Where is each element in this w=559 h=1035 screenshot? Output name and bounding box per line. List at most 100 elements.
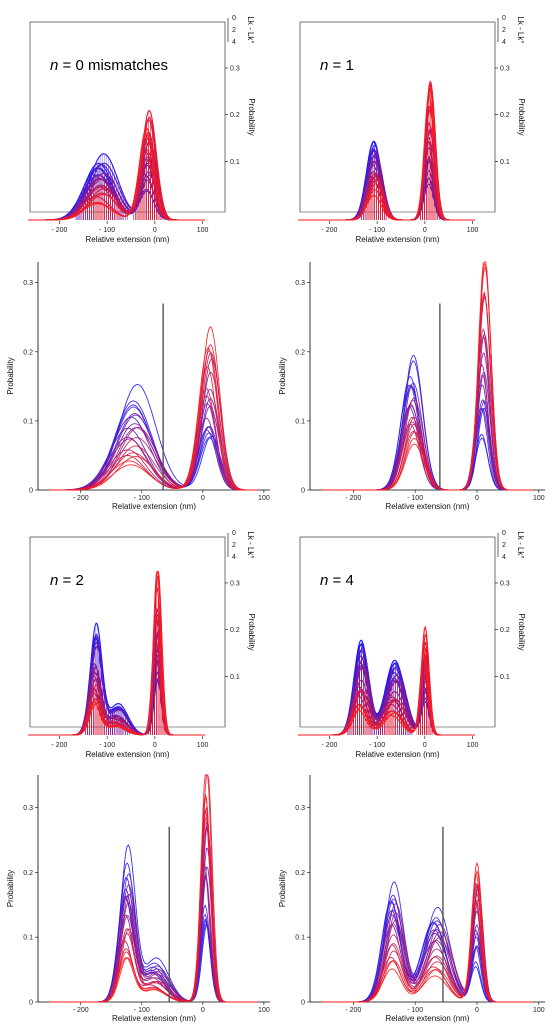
x-tick-label: 100 [258,1007,270,1014]
chart-panel-3d: - 200 - 100 0 100 Relative extension (nm) 0.1… [298,15,526,244]
x-tick-label: - 100 [407,1007,423,1014]
box-back [29,21,226,213]
y-tick-label: 0.2 [23,870,33,877]
series-line [28,118,205,221]
z-tick-label: 2 [232,27,236,34]
x-tick-label: - 100 [99,227,115,234]
y-tick-label: 0.1 [295,418,305,425]
y-tick-label: 0.3 [500,580,510,587]
x-tick-label: 0 [475,495,479,502]
series-line [28,150,205,221]
z-axis-label: Lk - Lk° [516,531,525,558]
panel-title: n = 0 mismatches [50,57,168,74]
title-text: = 4 [328,572,353,589]
title-variable: n [320,57,328,74]
series-line [50,897,258,1003]
series-line [298,663,475,736]
series-line [322,892,533,1003]
y-tick-label: 0.1 [230,674,240,681]
y-tick-label: 0 [301,1000,305,1007]
x-tick-label: 0 [153,742,157,749]
x-tick-label: 100 [258,495,270,502]
y-tick-label: 0.3 [500,65,510,72]
y-tick-label: 0 [29,1000,33,1007]
y-tick-label: 0.3 [295,280,305,287]
series-line [28,635,205,736]
z-tick-label: 0 [232,15,236,22]
series-line [28,614,205,736]
title-variable: n [50,57,58,74]
y-axis-label: Probability [517,613,526,650]
x-tick-label: 0 [201,1007,205,1014]
y-axis-label: Probability [278,357,287,394]
chart-panel-2d: - 200 - 100 0 100 0 0.1 0.2 0.3 Relative extensi… [278,261,545,511]
series-line [50,821,258,1003]
series-line [322,296,533,491]
x-tick-label: 0 [201,495,205,502]
series-line [322,910,533,1003]
x-tick-label: - 100 [369,742,385,749]
z-tick-label: 0 [502,15,506,22]
z-tick-label: 2 [502,27,506,34]
y-tick-label: 0.1 [23,418,33,425]
z-tick-label: 4 [232,554,236,561]
chart-panel-2d: - 200 - 100 0 100 0 0.1 0.2 0.3 Relative extensi… [278,775,545,1023]
chart-panel-3d: - 200 - 100 0 100 Relative extension (nm) 0.1… [28,530,256,759]
x-tick-label: 0 [475,1007,479,1014]
y-axis-label: Probability [247,98,256,135]
y-axis-label: Probability [517,98,526,135]
series-line [50,774,258,1003]
y-tick-label: 0.2 [230,627,240,634]
y-tick-label: 0.3 [23,280,33,287]
x-axis-label: Relative extension (nm) [85,235,169,244]
y-axis-label: Probability [278,870,287,907]
series-line [50,847,258,1003]
series-line [28,137,205,221]
y-axis-label: Probability [247,613,256,650]
y-tick-label: 0.1 [295,935,305,942]
x-tick-label: - 200 [345,1007,361,1014]
z-axis-label: Lk - Lk° [516,16,525,43]
title-variable: n [320,572,328,589]
x-tick-label: 100 [467,227,479,234]
x-tick-label: - 100 [369,227,385,234]
x-tick-label: - 200 [345,495,361,502]
series-line [322,293,533,491]
y-tick-label: 0.3 [295,805,305,812]
series-line [50,824,258,1003]
series-line [28,637,205,736]
x-axis-label: Relative extension (nm) [385,1014,469,1023]
series-line [298,625,475,736]
z-tick-label: 0 [502,530,506,537]
x-tick-label: - 100 [134,1007,150,1014]
series-line [50,876,258,1003]
title-text: = 0 mismatches [58,57,168,74]
y-tick-label: 0 [29,488,33,495]
x-tick-label: 100 [533,1007,545,1014]
y-axis-label: Probability [6,357,15,394]
series-line [50,826,258,1003]
y-tick-label: 0.2 [295,349,305,356]
x-tick-label: - 200 [73,1007,89,1014]
series-line [322,899,533,1003]
series-line [28,109,205,221]
x-tick-label: 100 [197,227,209,234]
series-line [322,902,533,1003]
series-line [50,417,258,491]
x-tick-label: 0 [423,742,427,749]
panel-title: n = 4 [320,572,354,589]
x-axis-label: Relative extension (nm) [355,235,439,244]
x-axis-label: Relative extension (nm) [85,750,169,759]
x-tick-label: - 200 [73,495,89,502]
y-tick-label: 0.3 [23,805,33,812]
z-tick-label: 4 [502,554,506,561]
x-tick-label: - 100 [407,495,423,502]
x-tick-label: - 100 [99,742,115,749]
x-axis-label: Relative extension (nm) [355,750,439,759]
y-tick-label: 0.2 [500,112,510,119]
y-tick-label: 0.2 [230,112,240,119]
y-axis-label: Probability [6,870,15,907]
series-line [322,261,533,491]
series-line [50,888,258,1003]
x-tick-label: - 200 [51,742,67,749]
